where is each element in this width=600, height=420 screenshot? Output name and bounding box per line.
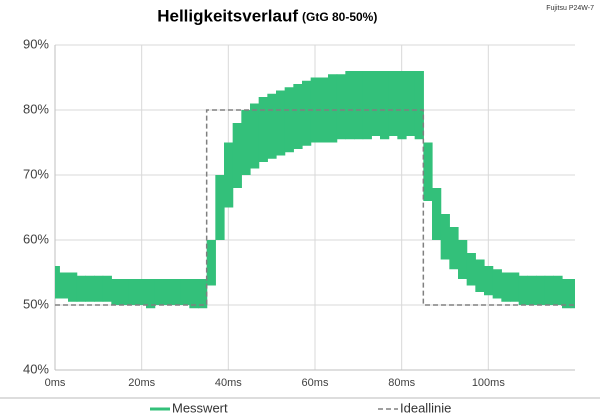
band-slice bbox=[336, 74, 346, 140]
band-slice bbox=[570, 279, 575, 309]
band-slice bbox=[492, 269, 502, 299]
band-slice bbox=[302, 80, 312, 146]
legend-label: Messwert bbox=[172, 400, 228, 415]
band-slice bbox=[449, 227, 459, 270]
band-slice bbox=[111, 279, 121, 305]
band-slice bbox=[146, 279, 156, 309]
band-slice bbox=[258, 97, 268, 162]
band-slice bbox=[345, 71, 355, 140]
band-slice bbox=[276, 90, 286, 156]
band-slice bbox=[250, 103, 260, 169]
band-slice bbox=[232, 123, 242, 188]
x-tick-label: 20ms bbox=[128, 377, 155, 389]
band-slice bbox=[319, 77, 329, 143]
band-slice bbox=[206, 240, 216, 286]
band-slice bbox=[553, 275, 563, 305]
band-slice bbox=[518, 275, 528, 305]
band-slice bbox=[163, 279, 173, 305]
band-slice bbox=[328, 74, 338, 143]
band-slice bbox=[484, 266, 494, 296]
band-slice bbox=[432, 188, 442, 240]
y-tick-label: 80% bbox=[23, 101, 49, 116]
band-slice bbox=[137, 279, 147, 305]
band-slice bbox=[94, 275, 104, 302]
x-tick-label: 100ms bbox=[472, 377, 506, 389]
chart-title: Helligkeitsverlauf bbox=[157, 6, 298, 25]
band-slice bbox=[85, 275, 95, 302]
band-slice bbox=[102, 275, 112, 302]
band-slice bbox=[397, 71, 407, 140]
band-slice bbox=[55, 266, 60, 299]
band-slice bbox=[198, 279, 208, 309]
band-slice bbox=[536, 275, 546, 305]
band-slice bbox=[267, 93, 277, 159]
band-slice bbox=[527, 275, 537, 305]
band-slice bbox=[475, 259, 485, 292]
legend-label: Ideallinie bbox=[400, 400, 451, 415]
band-slice bbox=[501, 272, 511, 302]
annotation: Fujitsu P24W-7 bbox=[546, 5, 594, 12]
band-slice bbox=[354, 71, 364, 140]
y-tick-label: 90% bbox=[23, 36, 49, 51]
y-tick-label: 40% bbox=[23, 361, 49, 376]
band-slice bbox=[388, 71, 398, 136]
band-slice bbox=[406, 71, 416, 136]
band-slice bbox=[224, 142, 234, 208]
band-slice bbox=[414, 71, 424, 140]
band-slice bbox=[544, 275, 554, 305]
plot-area bbox=[55, 71, 575, 309]
y-tick-label: 70% bbox=[23, 166, 49, 181]
band-slice bbox=[76, 275, 86, 302]
band-slice bbox=[310, 77, 320, 143]
band-slice bbox=[154, 279, 164, 305]
band-slice bbox=[189, 279, 199, 309]
band-slice bbox=[68, 272, 78, 302]
x-tick-label: 80ms bbox=[388, 377, 415, 389]
band-slice bbox=[284, 87, 294, 153]
band-slice bbox=[371, 71, 381, 136]
band-slice bbox=[510, 272, 520, 302]
x-tick-label: 0ms bbox=[45, 377, 66, 389]
band-slice bbox=[128, 279, 138, 305]
y-tick-label: 60% bbox=[23, 231, 49, 246]
band-slice bbox=[380, 71, 390, 140]
band-slice bbox=[241, 110, 251, 175]
band-slice bbox=[562, 279, 572, 309]
band-slice bbox=[293, 84, 303, 149]
band-slice bbox=[362, 71, 372, 140]
band-slice bbox=[466, 253, 476, 286]
band-slice bbox=[180, 279, 190, 305]
chart-subtitle: (GtG 80-50%) bbox=[302, 10, 377, 24]
y-tick-label: 50% bbox=[23, 296, 49, 311]
x-tick-label: 40ms bbox=[215, 377, 242, 389]
x-tick-label: 60ms bbox=[302, 377, 329, 389]
band-slice bbox=[458, 240, 468, 279]
band-slice bbox=[423, 142, 433, 201]
band-slice bbox=[440, 214, 450, 260]
band-slice bbox=[120, 279, 130, 305]
band-slice bbox=[59, 272, 69, 299]
band-slice bbox=[172, 279, 182, 305]
band-slice bbox=[215, 175, 225, 240]
